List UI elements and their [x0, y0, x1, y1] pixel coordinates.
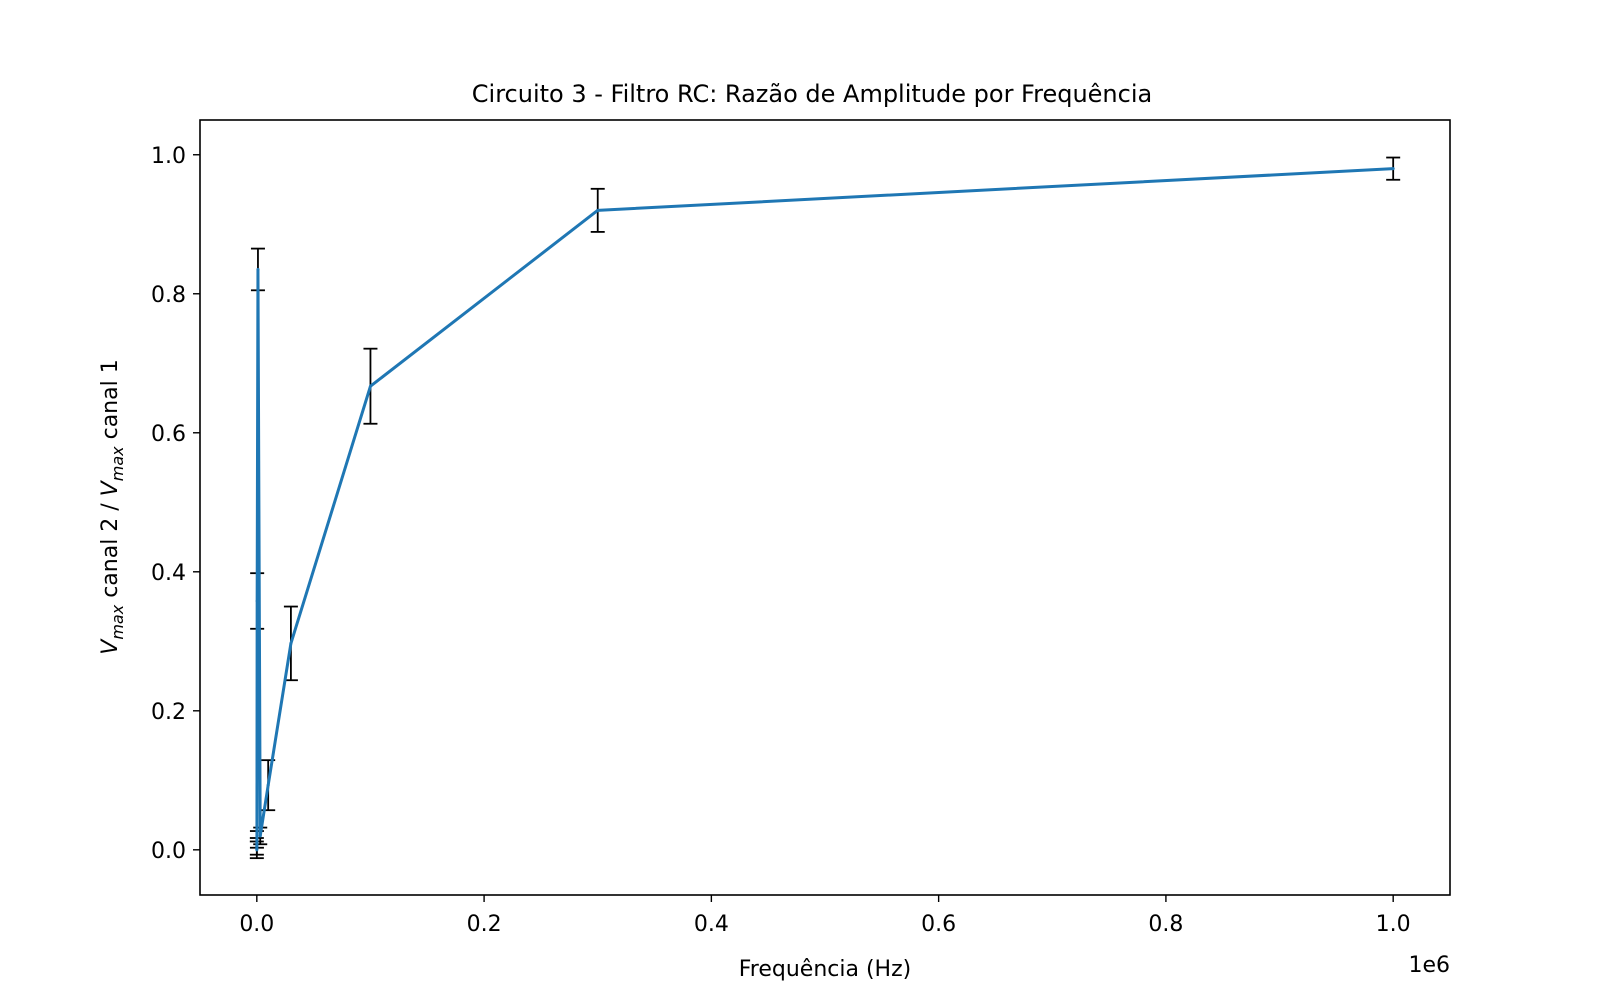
x-tick-label: 0.4 [694, 912, 729, 937]
x-tick-label: 0.8 [1148, 912, 1183, 937]
x-axis: 0.0 0.2 0.4 0.6 0.8 1.0 [239, 895, 1411, 937]
data-point [368, 384, 372, 388]
y-axis: 0.0 0.2 0.4 0.6 0.8 1.0 [151, 144, 200, 864]
data-point [596, 208, 600, 212]
y-label-v2: V [98, 479, 123, 496]
x-tick-label: 1.0 [1376, 912, 1411, 937]
data-point [256, 267, 260, 271]
x-axis-label: Frequência (Hz) [739, 957, 911, 982]
y-label-mid: canal 2 / [98, 496, 123, 605]
data-point [1391, 167, 1395, 171]
y-label-sub2: max [108, 446, 127, 481]
x-tick-label: 0.6 [921, 912, 956, 937]
data-point [255, 599, 259, 603]
data-point [255, 844, 259, 848]
x-offset-label: 1e6 [1408, 953, 1450, 978]
y-label-tail: canal 1 [98, 359, 123, 446]
y-tick-label: 0.0 [151, 839, 186, 864]
y-label-sub1: max [108, 604, 127, 639]
y-tick-label: 0.6 [151, 422, 186, 447]
y-tick-label: 0.2 [151, 700, 186, 725]
y-tick-label: 1.0 [151, 144, 186, 169]
data-point [255, 848, 259, 852]
chart-title: Circuito 3 - Filtro RC: Razão de Amplitu… [472, 80, 1152, 108]
data-point [255, 837, 259, 841]
y-tick-label: 0.8 [151, 283, 186, 308]
data-point [266, 783, 270, 787]
data-point [289, 641, 293, 645]
axes-frame [199, 119, 1451, 896]
y-axis-label: Vmax canal 2 / Vmax canal 1 [98, 359, 127, 654]
data-point [258, 834, 262, 838]
y-label-v1: V [98, 638, 123, 655]
x-tick-label: 0.2 [467, 912, 502, 937]
x-tick-label: 0.0 [239, 912, 274, 937]
plot-area [249, 156, 1401, 860]
y-tick-label: 0.4 [151, 561, 186, 586]
